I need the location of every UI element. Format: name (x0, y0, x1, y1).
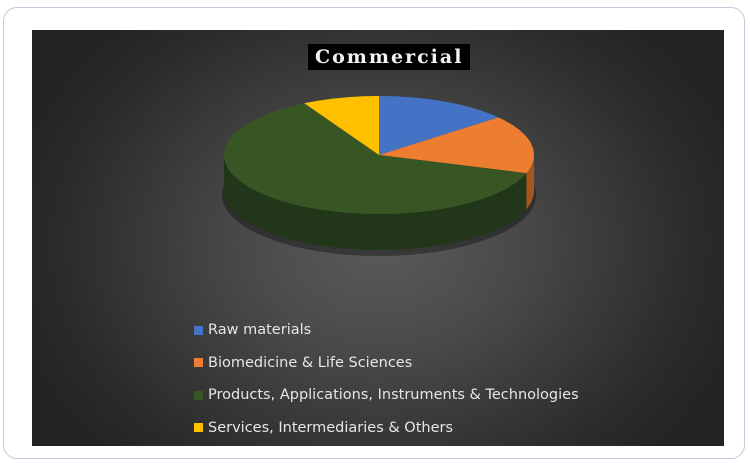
pie-slice (379, 96, 499, 155)
legend-label: Raw materials (208, 322, 312, 339)
legend-swatch (194, 358, 203, 368)
legend-label: Services, Intermediaries & Others (208, 419, 454, 436)
legend-item: Raw materials (194, 314, 579, 347)
frame: Commercial Raw materials Biomedicine & L… (3, 7, 745, 459)
pie-slice (379, 117, 534, 174)
legend-item: Services, Intermediaries & Others (194, 412, 579, 445)
legend-swatch (194, 325, 203, 335)
legend-label: Products, Applications, Instruments & Te… (208, 387, 579, 404)
pie-side-2 (224, 155, 527, 250)
pie-chart (222, 96, 536, 256)
chart-title: Commercial (308, 44, 471, 70)
legend-swatch (194, 390, 203, 400)
legend-swatch (194, 423, 203, 433)
legend-item: Products, Applications, Instruments & Te… (194, 379, 579, 412)
legend-label: Biomedicine & Life Sciences (208, 354, 413, 371)
pie-slice (224, 103, 527, 214)
pie-slice (304, 96, 379, 155)
chart-area: Commercial Raw materials Biomedicine & L… (32, 30, 724, 446)
pie-side-1 (526, 155, 534, 210)
legend-item: Biomedicine & Life Sciences (194, 347, 579, 380)
legend: Raw materials Biomedicine & Life Science… (194, 314, 579, 444)
